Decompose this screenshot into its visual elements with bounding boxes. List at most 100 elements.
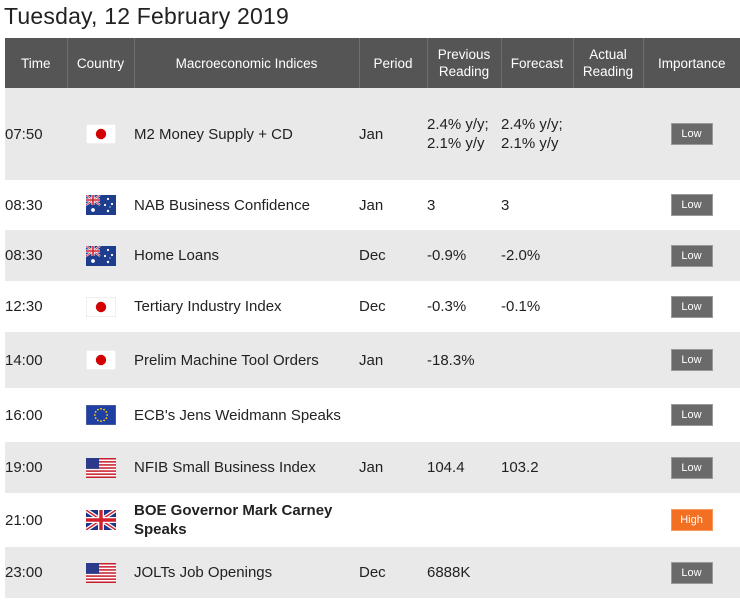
- header-country: Country: [67, 38, 135, 88]
- importance-cell: Low: [643, 547, 740, 598]
- actual-reading-cell: [573, 332, 643, 388]
- period-cell: Jan: [359, 180, 427, 230]
- importance-cell: High: [643, 493, 740, 547]
- table-row: 21:00 BOE Governor Mark Carney Speaks High: [5, 493, 740, 547]
- indicator-cell: BOE Governor Mark Carney Speaks: [134, 493, 359, 547]
- previous-reading-cell: [427, 388, 501, 442]
- country-cell: [67, 493, 134, 547]
- country-cell: [67, 180, 134, 230]
- header-actual: Actual Reading: [573, 38, 644, 88]
- importance-badge: Low: [670, 561, 713, 584]
- period-cell: Jan: [359, 332, 427, 388]
- time-cell: 08:30: [5, 230, 67, 281]
- table-row: 08:30 NAB Business Confidence Jan 3 3 Low: [5, 180, 740, 230]
- indicator-cell: ECB's Jens Weidmann Speaks: [134, 388, 359, 442]
- actual-reading-cell: [573, 88, 643, 180]
- forecast-cell: [501, 332, 573, 388]
- country-cell: [67, 230, 134, 281]
- period-cell: Jan: [359, 88, 427, 180]
- table-row: 16:00 ECB's Jens Weidmann Speaks Low: [5, 388, 740, 442]
- period-cell: [359, 388, 427, 442]
- time-cell: 07:50: [5, 88, 67, 180]
- actual-reading-cell: [573, 442, 643, 493]
- au-flag-icon: [85, 195, 116, 216]
- importance-badge: Low: [670, 194, 713, 216]
- us-flag-icon: [85, 562, 116, 583]
- header-period: Period: [359, 38, 428, 88]
- eu-flag-icon: [85, 405, 116, 426]
- jp-flag-icon: [85, 124, 116, 145]
- country-cell: [67, 442, 134, 493]
- jp-flag-icon: [85, 350, 116, 371]
- time-cell: 12:30: [5, 281, 67, 332]
- forecast-cell: [501, 388, 573, 442]
- table-header-row: Time Country Macroeconomic Indices Perio…: [5, 38, 740, 88]
- table-row: 19:00 NFIB Small Business Index Jan 104.4 10…: [5, 442, 740, 493]
- table-row: 12:30 Tertiary Industry Index Dec -0.3% -0.1…: [5, 281, 740, 332]
- header-previous: Previous Reading: [427, 38, 502, 88]
- table-row: 07:50 M2 Money Supply + CD Jan 2.4% y/y; 2.…: [5, 88, 740, 180]
- au-flag-icon: [85, 245, 116, 266]
- forecast-cell: [501, 547, 573, 598]
- table-row: 23:00 JOLTs Job Openings Dec 6888K Low: [5, 547, 740, 598]
- period-cell: Dec: [359, 230, 427, 281]
- forecast-cell: -2.0%: [501, 230, 573, 281]
- previous-reading-cell: 6888K: [427, 547, 501, 598]
- previous-reading-cell: [427, 493, 501, 547]
- indicator-cell: Tertiary Industry Index: [134, 281, 359, 332]
- actual-reading-cell: [573, 281, 643, 332]
- time-cell: 16:00: [5, 388, 67, 442]
- time-cell: 23:00: [5, 547, 67, 598]
- indicator-cell: NAB Business Confidence: [134, 180, 359, 230]
- uk-flag-icon: [85, 510, 116, 531]
- actual-reading-cell: [573, 230, 643, 281]
- importance-cell: Low: [643, 180, 740, 230]
- time-cell: 21:00: [5, 493, 67, 547]
- economic-calendar-table: Time Country Macroeconomic Indices Perio…: [5, 38, 740, 598]
- country-cell: [67, 88, 134, 180]
- period-cell: Dec: [359, 281, 427, 332]
- forecast-cell: 3: [501, 180, 573, 230]
- importance-cell: Low: [643, 388, 740, 442]
- header-forecast: Forecast: [501, 38, 574, 88]
- indicator-cell: NFIB Small Business Index: [134, 442, 359, 493]
- indicator-cell: Home Loans: [134, 230, 359, 281]
- importance-cell: Low: [643, 230, 740, 281]
- header-importance: Importance: [643, 38, 740, 88]
- table-row: 14:00 Prelim Machine Tool Orders Jan -18.3%…: [5, 332, 740, 388]
- us-flag-icon: [85, 457, 116, 478]
- forecast-cell: 103.2: [501, 442, 573, 493]
- country-cell: [67, 547, 134, 598]
- jp-flag-icon: [85, 296, 116, 317]
- page-title: Tuesday, 12 February 2019: [4, 3, 289, 29]
- importance-badge: Low: [670, 295, 713, 318]
- importance-cell: Low: [643, 332, 740, 388]
- actual-reading-cell: [573, 388, 643, 442]
- table-body: 07:50 M2 Money Supply + CD Jan 2.4% y/y; 2.…: [5, 88, 740, 598]
- previous-reading-cell: -0.3%: [427, 281, 501, 332]
- previous-reading-cell: 2.4% y/y; 2.1% y/y: [427, 88, 501, 180]
- previous-reading-cell: -0.9%: [427, 230, 501, 281]
- time-cell: 14:00: [5, 332, 67, 388]
- previous-reading-cell: 104.4: [427, 442, 501, 493]
- forecast-cell: -0.1%: [501, 281, 573, 332]
- country-cell: [67, 332, 134, 388]
- forecast-cell: 2.4% y/y; 2.1% y/y: [501, 88, 573, 180]
- actual-reading-cell: [573, 180, 643, 230]
- importance-cell: Low: [643, 88, 740, 180]
- importance-cell: Low: [643, 442, 740, 493]
- importance-cell: Low: [643, 281, 740, 332]
- forecast-cell: [501, 493, 573, 547]
- period-cell: [359, 493, 427, 547]
- importance-badge: Low: [670, 123, 713, 145]
- indicator-cell: M2 Money Supply + CD: [134, 88, 359, 180]
- indicator-cell: JOLTs Job Openings: [134, 547, 359, 598]
- period-cell: Jan: [359, 442, 427, 493]
- importance-badge: Low: [670, 349, 713, 371]
- importance-badge: Low: [670, 404, 713, 426]
- previous-reading-cell: 3: [427, 180, 501, 230]
- country-cell: [67, 281, 134, 332]
- header-indices: Macroeconomic Indices: [134, 38, 360, 88]
- actual-reading-cell: [573, 547, 643, 598]
- previous-reading-cell: -18.3%: [427, 332, 501, 388]
